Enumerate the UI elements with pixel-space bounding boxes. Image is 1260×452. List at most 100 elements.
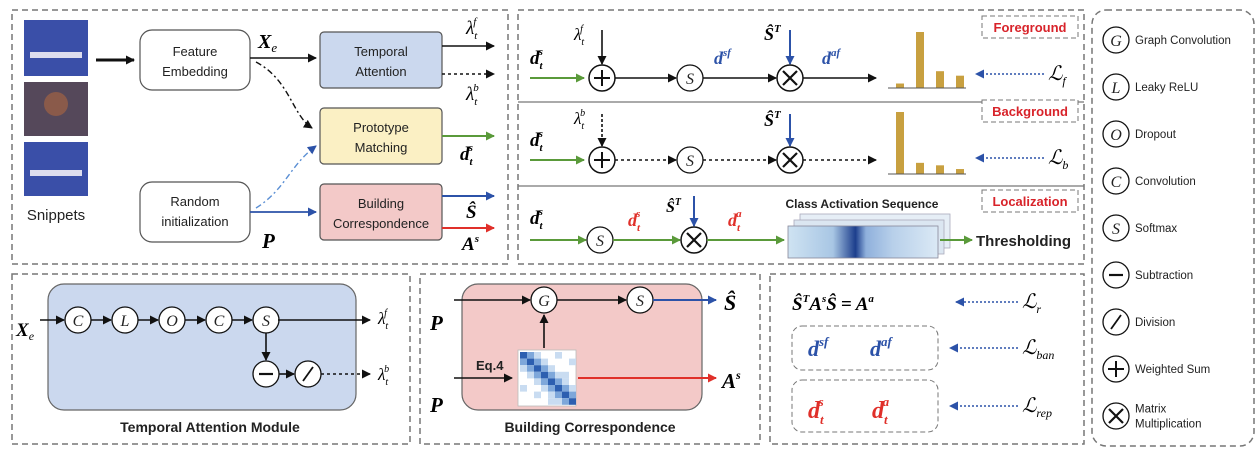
legend-label: Leaky ReLU [1135,82,1198,94]
bc-s-hat: Ŝ [724,290,736,315]
a-s-label-top: As [461,233,479,255]
feature-embedding-line2: Embedding [162,64,228,79]
legend-item: Division [1102,308,1175,336]
bar [896,112,904,174]
matrix-cell [534,365,541,372]
matrix-cell [541,385,548,392]
prototype-matching-line1: Prototype [353,120,409,135]
matrix-cell [527,371,534,379]
localization-tag: Localization [992,194,1067,209]
bc-a-s: As [720,368,741,393]
loss-rep-label: ℒrep [1022,395,1052,420]
lambda-b-label: λtb [465,82,479,108]
fg-st-label: ŜT [764,23,782,44]
cas-label: Class Activation Sequence [786,197,939,211]
matrix-cell [534,371,541,379]
matrix-cell [520,352,527,359]
legend-letter: L [1111,80,1121,97]
bg-softmax-letter: S [686,153,694,170]
feature-embedding-box [139,29,251,91]
matrix-cell [555,371,562,379]
loss-panel [769,273,1085,445]
loc-tilde-ds-label: dts [628,208,641,234]
legend-letter: S [1112,221,1120,238]
matrix-cell [520,358,527,366]
xe-label: Xe [257,31,277,55]
bc-p-top: P [429,311,443,335]
bar [956,75,964,88]
matrix-cell [555,352,562,359]
tam-node-letter: O [166,313,178,330]
legend-label: Graph Convolution [1135,35,1231,47]
bg-plus-icon [594,152,610,168]
matrix-cell [548,371,555,379]
matrix-cell [548,385,555,392]
loss-r-label: ℒr [1022,291,1041,316]
building-correspondence-line2: Correspondence [333,216,429,231]
d-ts-label-top: dts [460,142,474,168]
fg-loss-label: ℒf [1048,63,1067,88]
prototype-matching-line2: Matching [355,140,408,155]
loss-rep-ds: dts [808,394,824,427]
legend-item: S Softmax [1102,214,1177,242]
building-correspondence-line1: Building [358,196,404,211]
lambda-f-label: λtf [465,16,478,42]
bg-lambda-label: λtb [573,108,585,132]
bar [936,71,944,88]
tam-node-letter: S [262,313,270,330]
temporal-attention-box [319,31,443,89]
foreground-tag-box [981,15,1079,39]
legend-label: Subtraction [1135,270,1193,282]
matrix-cell [562,391,569,399]
loc-tilde-da-label: dta [728,208,742,234]
legend-list: G Graph Convolution L Leaky ReLU O Dropout C Co… [1102,26,1231,431]
matrix-cell [562,398,569,405]
matrix-cell [520,365,527,372]
building-correspondence-box [319,183,443,241]
loss-rep-box [791,379,939,433]
bar [896,83,904,88]
matrix-cell [562,385,569,392]
matrix-cell [548,365,555,372]
matrix-cell [555,391,562,399]
legend-item: Subtraction [1102,261,1193,289]
times-icon [1108,408,1124,424]
bar [916,32,924,88]
random-init-box [139,181,251,243]
legend-panel [1091,9,1255,447]
loc-st-label: ŜT [666,197,682,216]
matrix-cell [541,365,548,372]
tam-lambda-f: λtf [377,308,388,332]
thresholding-label: Thresholding [976,233,1071,250]
background-tag-box [981,99,1079,123]
branches-panel [517,9,1085,265]
legend-label: Weighted Sum [1135,364,1210,376]
bg-d-ts-label: dts [530,128,544,154]
random-init-line1: Random [170,194,219,209]
legend-label: Division [1135,317,1175,329]
tam-lambda-b: λtb [377,364,389,388]
legend-item: Weighted Sum [1102,355,1210,383]
loc-softmax-letter: S [596,233,604,250]
legend-item: C Convolution [1102,167,1196,195]
legend-letter: O [1110,127,1122,144]
matrix-cell [562,378,569,385]
bar [956,169,964,174]
localization-tag-box [981,189,1079,213]
init-to-prototype-arrow [255,145,317,209]
fg-d-ts-label: dts [530,46,544,72]
affinity-matrix [517,349,577,407]
loss-ban-daf: daf [870,334,894,361]
matrix-cell [527,358,534,366]
fg-bar-chart [896,32,964,88]
tam-title: Temporal Attention Module [120,419,300,435]
legend-symbol [1102,120,1130,148]
matrix-cell [548,398,555,405]
embedding-to-prototype-arrow [255,61,313,129]
matrix-cell [569,391,576,399]
legend-symbol [1102,26,1130,54]
tam-box [47,283,357,411]
bg-st-label: ŜT [764,109,782,130]
tam-node-letter: C [73,313,84,330]
